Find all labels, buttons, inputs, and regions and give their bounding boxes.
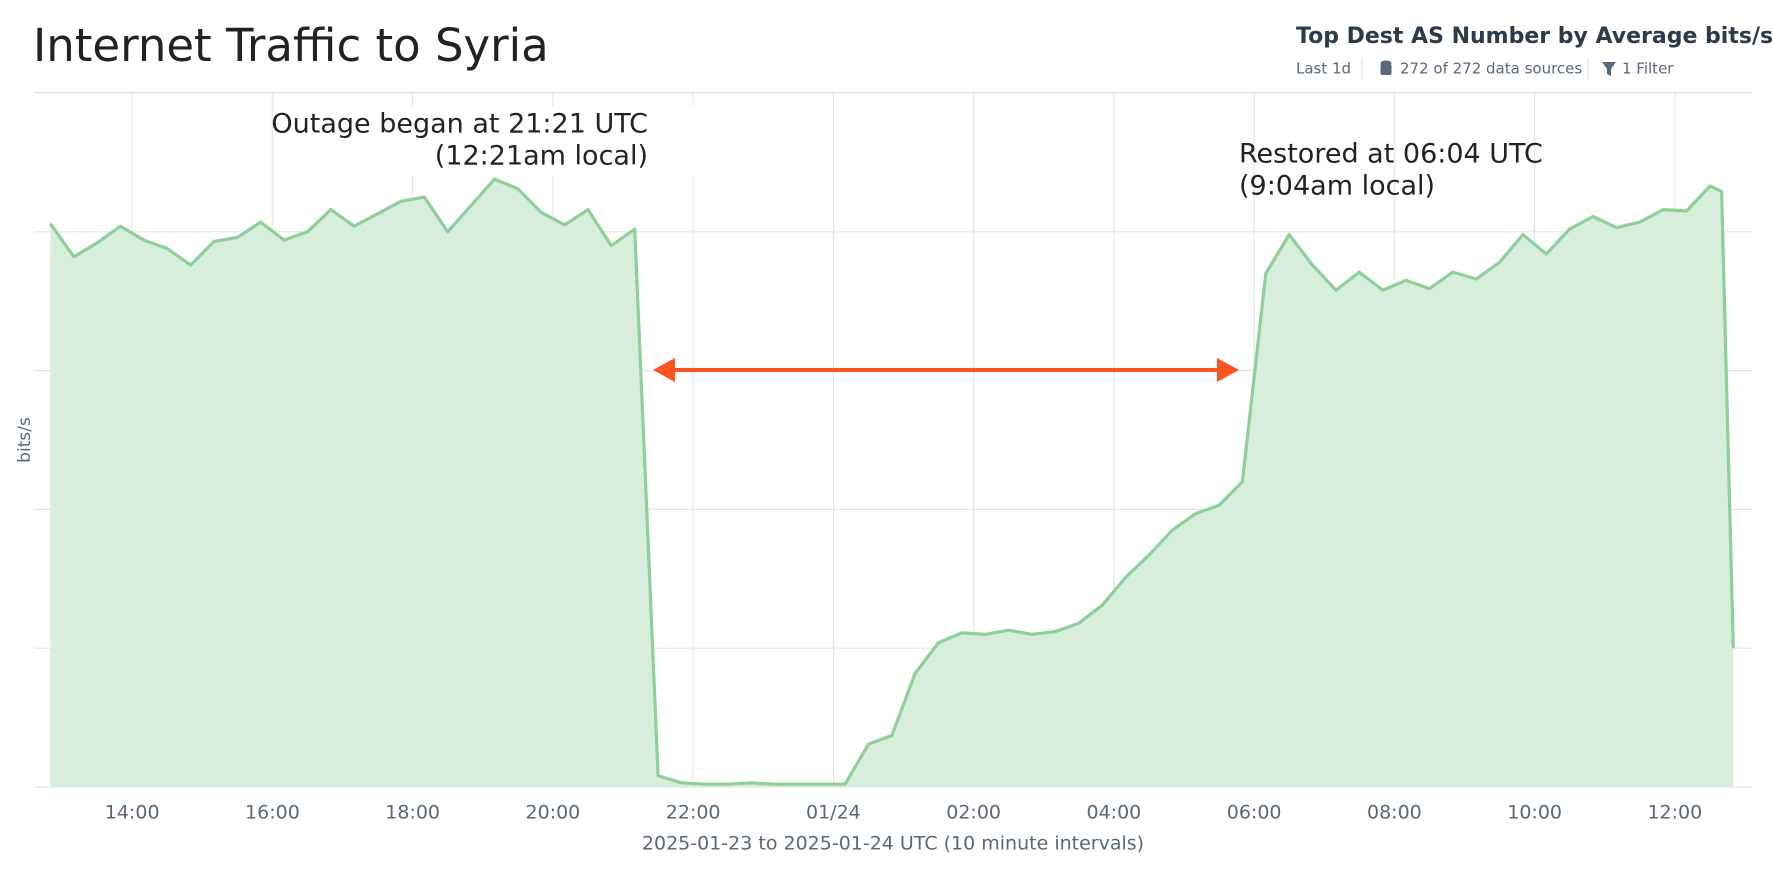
line: [48, 177, 1735, 786]
annotation: (12:21am local): [435, 141, 648, 172]
arrow-head: [1217, 358, 1239, 382]
y-axis-label: bits/s: [15, 417, 35, 463]
filter-count: 1 Filter: [1622, 60, 1674, 78]
annotation: Restored at 06:04 UTC: [1239, 139, 1543, 170]
x-tick-label: 08:00: [1367, 802, 1422, 824]
x-tick-label: 20:00: [526, 802, 581, 824]
annotation: Outage began at 21:21 UTC: [271, 109, 648, 140]
filter-icon: [1602, 62, 1616, 76]
data-sources: 272 of 272 data sources: [1400, 60, 1582, 78]
arrow-head: [653, 358, 675, 382]
x-tick-label: 10:00: [1507, 802, 1562, 824]
database-icon: [1380, 60, 1392, 75]
x-tick-label: 14:00: [105, 802, 160, 824]
x-tick-label: 12:00: [1647, 802, 1702, 824]
x-tick-label: 01/24: [806, 802, 861, 824]
x-axis-label: 2025-01-23 to 2025-01-24 UTC (10 minute …: [642, 833, 1144, 855]
plot-area: [34, 92, 1752, 788]
x-tick-label: 04:00: [1087, 802, 1142, 824]
annotation: (9:04am local): [1239, 171, 1435, 202]
annotation-backdrop: [296, 106, 696, 176]
x-tick-label: 18:00: [385, 802, 440, 824]
x-tick-label: 06:00: [1227, 802, 1282, 824]
x-tick-label: 02:00: [946, 802, 1001, 824]
chart-title: Internet Traffic to Syria: [33, 19, 549, 72]
time-range: Last 1d: [1296, 60, 1351, 78]
x-tick-label: 22:00: [666, 802, 721, 824]
panel-title: Top Dest AS Number by Average bits/s: [1296, 24, 1772, 49]
annotations: Outage began at 21:21 UTC (12:21am local…: [271, 106, 1543, 382]
area: [50, 179, 1734, 788]
x-tick-label: 16:00: [245, 802, 300, 824]
